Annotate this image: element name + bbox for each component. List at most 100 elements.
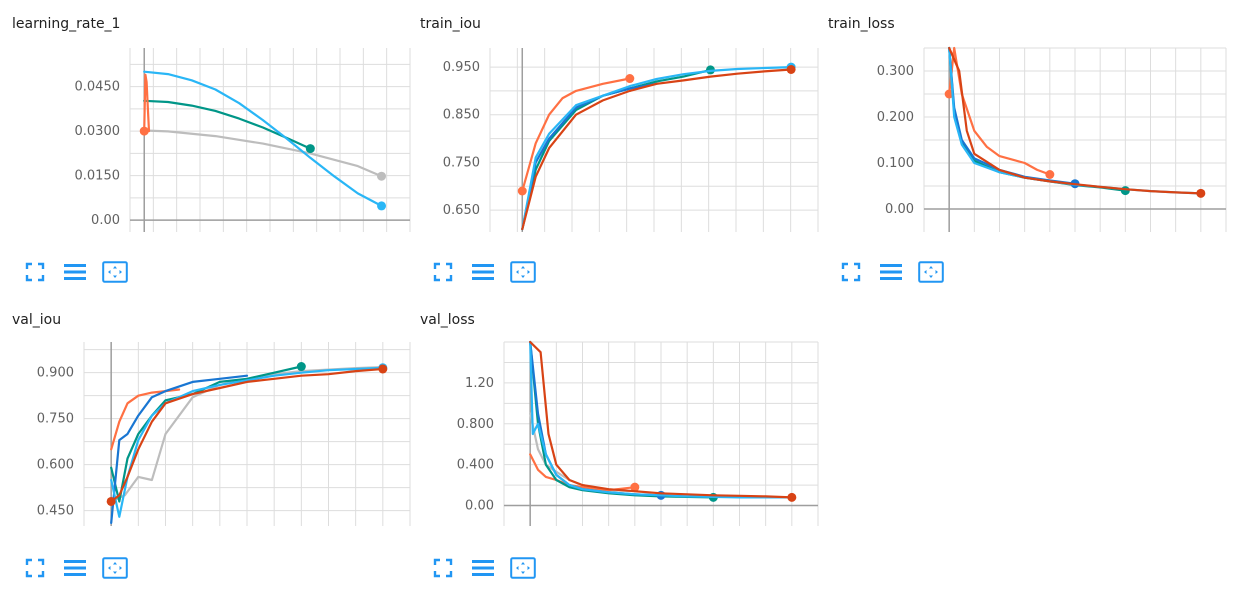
y-tick-label: 0.450 <box>37 504 74 519</box>
series-line <box>948 46 1202 195</box>
series-end-point <box>377 201 387 211</box>
y-tick-label: 0.400 <box>457 458 494 473</box>
expand-icon <box>433 262 453 286</box>
series-end-point <box>305 144 315 154</box>
expand-button[interactable] <box>430 262 456 286</box>
expand-button[interactable] <box>430 558 456 582</box>
chart-card-train-loss: train_loss 0.00 0.100 0.200 0.300 <box>816 0 1227 290</box>
fit-domain-icon <box>510 557 536 583</box>
grid <box>923 47 1227 232</box>
expand-icon <box>841 262 861 286</box>
fit-domain-button[interactable] <box>102 557 128 583</box>
series-end-point <box>378 364 388 374</box>
list-button[interactable] <box>62 262 88 286</box>
series-line <box>521 68 712 231</box>
y-tick-label: 0.850 <box>443 108 480 123</box>
expand-icon <box>25 558 45 582</box>
series-line <box>143 70 383 207</box>
y-tick-label: 0.0300 <box>75 124 121 139</box>
fit-domain-icon <box>102 557 128 583</box>
series-line <box>110 367 384 503</box>
y-tick-label: 0.950 <box>443 60 480 75</box>
series-start-point <box>106 496 116 506</box>
chart-title: val_iou <box>12 312 62 328</box>
series-line <box>110 365 303 503</box>
chart-train-iou: 0.650 0.750 0.850 0.950 <box>443 48 819 232</box>
y-tick-label: 0.800 <box>457 417 494 432</box>
series-start-point <box>517 186 527 196</box>
y-tick-label: 0.650 <box>443 203 480 218</box>
series-line <box>529 340 715 499</box>
chart-card-val-iou: val_iou 0.450 0.600 0.750 0.900 <box>0 296 411 586</box>
fit-domain-icon <box>102 261 128 287</box>
series-line <box>143 129 383 178</box>
y-tick-label: 0.600 <box>37 458 74 473</box>
y-tick-label: 0.00 <box>465 499 494 514</box>
y-tick-label: 0.750 <box>443 155 480 170</box>
series-line <box>143 99 312 150</box>
fit-domain-button[interactable] <box>918 261 944 287</box>
series-end-point <box>625 74 635 84</box>
series-line <box>529 340 793 499</box>
series-end-point <box>630 482 640 492</box>
expand-button[interactable] <box>838 262 864 286</box>
series-start-point <box>139 126 149 136</box>
fit-domain-button[interactable] <box>102 261 128 287</box>
chart-card-learning-rate: learning_rate_1 0.00 0.0150 0.0300 0.0450 <box>0 0 411 290</box>
list-button[interactable] <box>470 558 496 582</box>
chart-title: learning_rate_1 <box>12 16 121 32</box>
chart-toolbar <box>838 261 944 287</box>
list-icon <box>63 558 87 582</box>
list-icon <box>471 262 495 286</box>
y-tick-label: 0.00 <box>91 213 120 228</box>
chart-toolbar <box>430 557 536 583</box>
list-icon <box>879 262 903 286</box>
list-icon <box>471 558 495 582</box>
series-line <box>521 68 793 231</box>
y-tick-label: 0.0150 <box>75 169 121 184</box>
expand-button[interactable] <box>22 558 48 582</box>
series-line <box>521 77 631 193</box>
chart-train-loss: 0.00 0.100 0.200 0.300 <box>877 46 1227 232</box>
series-line <box>529 340 793 499</box>
y-tick-label: 1.20 <box>465 376 494 391</box>
series-end-point <box>377 171 387 181</box>
chart-val-iou: 0.450 0.600 0.750 0.900 <box>37 342 411 526</box>
chart-card-train-iou: train_iou 0.650 0.750 0.850 0.950 <box>408 0 819 290</box>
list-button[interactable] <box>878 262 904 286</box>
chart-val-loss: 0.00 0.400 0.800 1.20 <box>457 340 819 526</box>
chart-title: val_loss <box>420 312 475 328</box>
list-icon <box>63 262 87 286</box>
grid <box>129 48 411 232</box>
fit-domain-icon <box>918 261 944 287</box>
series-line <box>143 73 151 133</box>
series-end-point <box>786 64 796 74</box>
y-tick-label: 0.0450 <box>75 80 121 95</box>
list-button[interactable] <box>470 262 496 286</box>
chart-title: train_iou <box>420 16 481 32</box>
y-tick-label: 0.200 <box>877 110 914 125</box>
fit-domain-button[interactable] <box>510 557 536 583</box>
series-end-point <box>1045 170 1055 179</box>
series-end-point <box>787 492 797 502</box>
fit-domain-button[interactable] <box>510 261 536 287</box>
y-tick-label: 0.750 <box>37 412 74 427</box>
chart-title: train_loss <box>828 16 895 32</box>
expand-icon <box>25 262 45 286</box>
y-tick-label: 0.300 <box>877 64 914 79</box>
expand-icon <box>433 558 453 582</box>
grid <box>489 48 819 232</box>
y-tick-label: 0.100 <box>877 156 914 171</box>
chart-card-val-loss: val_loss 0.00 0.400 0.800 1.20 <box>408 296 819 586</box>
series-end-point <box>296 362 306 372</box>
chart-toolbar <box>22 261 128 287</box>
series-end-point <box>1120 186 1130 196</box>
fit-domain-icon <box>510 261 536 287</box>
y-tick-label: 0.900 <box>37 366 74 381</box>
expand-button[interactable] <box>22 262 48 286</box>
chart-toolbar <box>22 557 128 583</box>
series-end-point <box>1196 188 1206 198</box>
chart-learning-rate: 0.00 0.0150 0.0300 0.0450 <box>75 48 411 232</box>
series-line <box>110 374 249 524</box>
list-button[interactable] <box>62 558 88 582</box>
